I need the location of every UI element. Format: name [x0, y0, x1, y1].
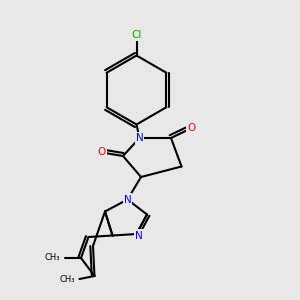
Text: CH₃: CH₃ — [59, 274, 75, 284]
Text: O: O — [97, 146, 106, 157]
Text: Cl: Cl — [131, 30, 142, 40]
Text: N: N — [135, 230, 143, 241]
Text: N: N — [136, 133, 143, 143]
Text: N: N — [124, 194, 131, 205]
Text: O: O — [187, 123, 196, 133]
Text: CH₃: CH₃ — [44, 254, 60, 262]
